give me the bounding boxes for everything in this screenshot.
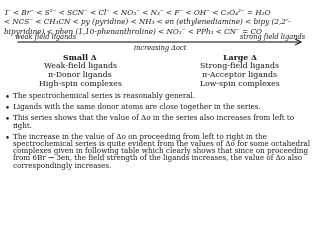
Text: •: • bbox=[5, 114, 10, 124]
Text: strong field ligands: strong field ligands bbox=[240, 33, 305, 41]
Text: Small Δ: Small Δ bbox=[63, 54, 97, 62]
Text: I⁻ < Br⁻ < S²⁻ < SCN⁻ < Cl⁻ < NO₃⁻ < N₃⁻ < F⁻ < OH⁻ < C₂O₄²⁻ = H₂O: I⁻ < Br⁻ < S²⁻ < SCN⁻ < Cl⁻ < NO₃⁻ < N₃⁻… bbox=[4, 9, 271, 17]
Text: High-spin complexes: High-spin complexes bbox=[39, 80, 121, 87]
Text: •: • bbox=[5, 103, 10, 112]
Text: Large Δ: Large Δ bbox=[223, 54, 257, 62]
Text: complexes given in following table which clearly shows that since on proceeding: complexes given in following table which… bbox=[13, 147, 308, 155]
Text: Weak-field ligands: Weak-field ligands bbox=[44, 62, 116, 70]
Text: < NCS⁻ < CH₃CN < py (pyridine) < NH₃ < en (ethylenediamine) < bipy (2,2’-: < NCS⁻ < CH₃CN < py (pyridine) < NH₃ < e… bbox=[4, 19, 291, 26]
Text: The increase in the value of Δo on proceeding from left to right in the: The increase in the value of Δo on proce… bbox=[13, 133, 267, 141]
Text: increasing Δoct: increasing Δoct bbox=[134, 44, 186, 52]
Text: Ligands with the same donor atoms are close together in the series.: Ligands with the same donor atoms are cl… bbox=[13, 103, 260, 111]
Text: This series shows that the value of Δo in the series also increases from left to: This series shows that the value of Δo i… bbox=[13, 114, 294, 123]
Text: spectrochemical series is quite evident from the values of Δo for some octahedra: spectrochemical series is quite evident … bbox=[13, 140, 310, 148]
Text: weak field ligands: weak field ligands bbox=[15, 33, 76, 41]
Text: π-Donor ligands: π-Donor ligands bbox=[48, 71, 112, 79]
Text: right.: right. bbox=[13, 122, 33, 130]
Text: •: • bbox=[5, 92, 10, 101]
Text: bipyridine) < phen (1,10-phenanthroline) < NO₂⁻ < PPh₃ < CN⁻ = CO: bipyridine) < phen (1,10-phenanthroline)… bbox=[4, 28, 262, 36]
Text: •: • bbox=[5, 133, 10, 142]
Text: from 6Br → 3en, the field strength of the ligands increases, the value of Δo als: from 6Br → 3en, the field strength of th… bbox=[13, 154, 302, 162]
Text: Low-spin complexes: Low-spin complexes bbox=[200, 80, 280, 87]
Text: The spectrochemical series is reasonably general.: The spectrochemical series is reasonably… bbox=[13, 92, 195, 100]
Text: π-Acceptor ligands: π-Acceptor ligands bbox=[203, 71, 277, 79]
Text: correspondingly increases.: correspondingly increases. bbox=[13, 162, 111, 170]
Text: Strong-field ligands: Strong-field ligands bbox=[201, 62, 279, 70]
